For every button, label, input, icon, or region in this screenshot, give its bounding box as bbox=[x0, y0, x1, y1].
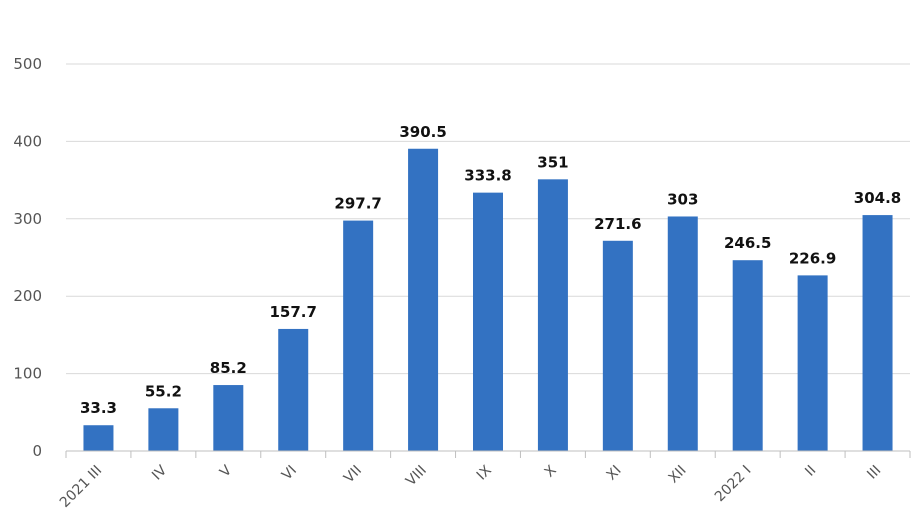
data-label: 303 bbox=[667, 190, 698, 208]
x-tick-label: VII bbox=[341, 463, 365, 487]
x-tick-label: XII bbox=[666, 463, 690, 487]
x-tick-label: VIII bbox=[403, 463, 430, 490]
y-tick-label: 200 bbox=[13, 287, 42, 305]
data-label: 271.6 bbox=[594, 215, 641, 233]
x-tick-label: 2021 III bbox=[57, 463, 105, 511]
bars bbox=[83, 148, 893, 452]
bar bbox=[83, 425, 114, 451]
bar bbox=[797, 275, 828, 451]
x-tick-label: X bbox=[542, 462, 560, 480]
x-tick-label: IV bbox=[149, 462, 170, 483]
bar bbox=[732, 260, 763, 451]
bar bbox=[862, 215, 893, 451]
bar bbox=[213, 385, 244, 451]
bar bbox=[343, 220, 374, 451]
y-tick-label: 500 bbox=[13, 55, 42, 73]
data-label: 297.7 bbox=[334, 195, 381, 213]
x-axis: 2021 III IV V VI VII VIII IX X XI XII 2022 I II III bbox=[57, 450, 911, 511]
data-label: 246.5 bbox=[724, 234, 771, 252]
bar bbox=[667, 216, 698, 451]
y-tick-label: 300 bbox=[13, 210, 42, 228]
data-label: 33.3 bbox=[80, 399, 117, 417]
data-label: 390.5 bbox=[399, 123, 446, 141]
data-label: 55.2 bbox=[145, 382, 182, 400]
x-tick-label: VI bbox=[279, 463, 300, 484]
x-tick-label: V bbox=[217, 462, 235, 480]
bar bbox=[473, 192, 503, 451]
bar bbox=[602, 240, 633, 451]
y-axis: 0 100 200 300 400 500 bbox=[13, 55, 42, 460]
bar bbox=[408, 148, 439, 452]
y-tick-label: 100 bbox=[13, 365, 42, 383]
data-label: 333.8 bbox=[464, 167, 511, 185]
x-tick-label: III bbox=[864, 463, 884, 483]
y-tick-label: 0 bbox=[32, 442, 42, 460]
bar bbox=[537, 179, 568, 452]
data-label: 157.7 bbox=[270, 303, 317, 321]
x-tick-label: II bbox=[802, 463, 819, 480]
x-tick-label: XI bbox=[604, 463, 625, 484]
data-label: 351 bbox=[537, 153, 568, 171]
x-tick-label: 2022 I bbox=[712, 463, 755, 506]
bar bbox=[148, 408, 179, 451]
bar bbox=[278, 328, 309, 451]
x-tick-label: IX bbox=[474, 462, 495, 483]
data-label: 304.8 bbox=[854, 189, 901, 207]
data-labels: 33.3 55.2 85.2 157.7 297.7 390.5 333.8 351 271.6… bbox=[80, 123, 901, 417]
data-label: 226.9 bbox=[789, 249, 836, 267]
data-label: 85.2 bbox=[210, 359, 247, 377]
y-tick-label: 400 bbox=[13, 132, 42, 150]
